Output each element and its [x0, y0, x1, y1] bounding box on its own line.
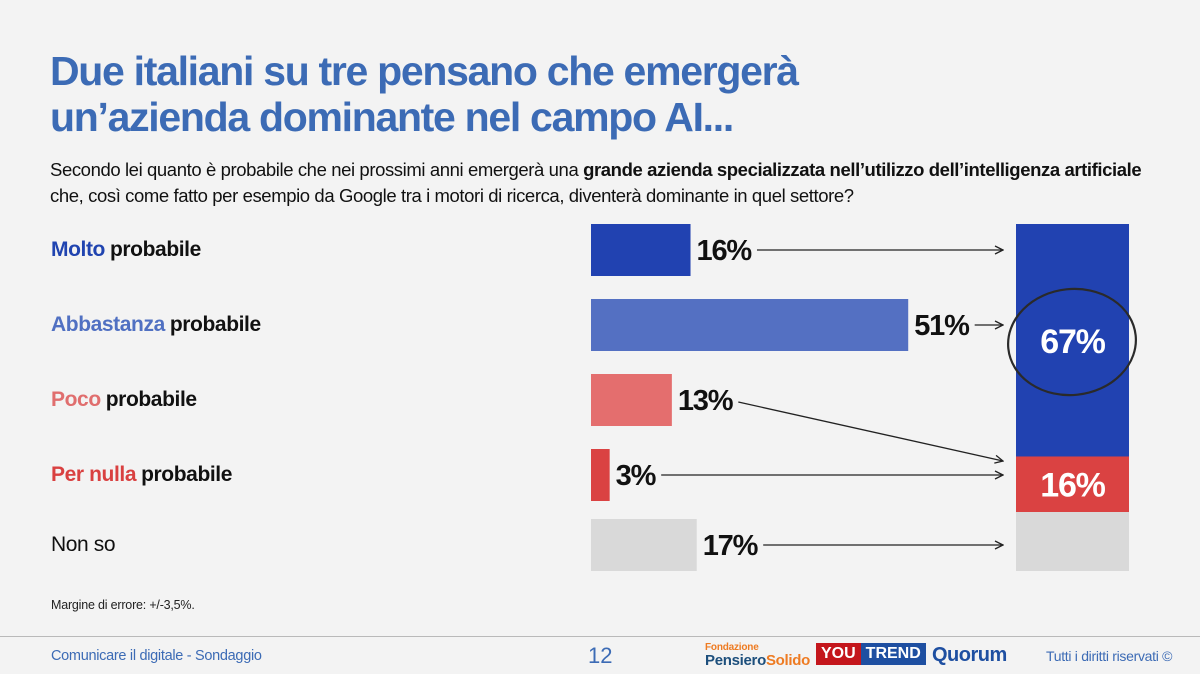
youtrend-logo-trend: TREND [860, 643, 926, 665]
stacked-segment-label: 67% [1040, 323, 1105, 361]
footer-survey-title: Comunicare il digitale - Sondaggio [51, 648, 262, 664]
bar-value-label: 13% [678, 385, 734, 417]
category-label: Abbastanza probabile [51, 313, 261, 337]
quorum-logo: Quorum [932, 644, 1007, 666]
survey-question: Secondo lei quanto è probabile che nei p… [50, 157, 1160, 209]
stacked-segment [1016, 224, 1129, 457]
category-label-text: probabile [169, 313, 261, 336]
fps-logo-line1: Fondazione [705, 642, 759, 653]
youtrend-logo: YOU TREND [816, 643, 926, 665]
category-label-accent: Molto [51, 238, 105, 261]
title-line-1: Due italiani su tre pensano che emergerà [50, 48, 799, 94]
category-label: Non so [51, 533, 116, 557]
category-label-accent: Abbastanza [51, 313, 165, 336]
flow-arrow [738, 401, 1003, 461]
stacked-segment [1016, 512, 1129, 571]
bars-layer: 16% 51% 13% 3% 17% [591, 224, 971, 571]
arrows-layer [661, 250, 1003, 545]
bar [591, 374, 672, 426]
question-text-2: che, così come fatto per esempio da Goog… [50, 185, 854, 206]
title-line-2: un’azienda dominante nel campo AI... [50, 94, 734, 140]
category-label: Poco probabile [51, 388, 197, 412]
stacked-summary-bar: 67% 16% [1007, 224, 1137, 571]
category-label-accent: Poco [51, 388, 101, 411]
bar-value-label: 16% [697, 235, 753, 267]
highlight-circle [1007, 287, 1137, 397]
page-number: 12 [588, 643, 613, 668]
bar-value-label: 3% [616, 460, 657, 492]
category-label: Molto probabile [51, 238, 201, 262]
slide-title: Due italiani su tre pensano che emergerà… [50, 48, 950, 140]
category-label-text: Non so [51, 533, 116, 556]
question-text-1: Secondo lei quanto è probabile che nei p… [50, 159, 584, 180]
bar [591, 224, 691, 276]
fps-logo-line2: PensieroSolido [705, 653, 810, 668]
bar [591, 299, 909, 351]
copyright-notice: Tutti i diritti riservati © [1046, 648, 1173, 664]
bar [591, 449, 610, 501]
fps-logo-pensiero: Pensiero [705, 652, 766, 669]
fps-logo-solido: Solido [765, 652, 810, 669]
fondazione-pensiero-solido-logo: Fondazione PensieroSolido [705, 642, 810, 669]
category-label-text: probabile [109, 238, 201, 261]
margin-of-error-note: Margine di errore: +/-3,5%. [51, 598, 195, 612]
footer-divider [0, 636, 1200, 637]
category-label-text: probabile [141, 463, 233, 486]
bar [591, 519, 697, 571]
stacked-segment-label: 16% [1040, 466, 1105, 504]
stacked-segment [1016, 456, 1129, 513]
bar-value-label: 17% [703, 530, 759, 562]
question-bold-text: grande azienda specializzata nell’utiliz… [583, 159, 1142, 180]
category-label-text: probabile [105, 388, 197, 411]
bar-value-label: 51% [914, 310, 970, 342]
category-label: Per nulla probabile [51, 463, 232, 487]
youtrend-logo-you: YOU [816, 643, 861, 665]
category-label-accent: Per nulla [51, 463, 137, 486]
